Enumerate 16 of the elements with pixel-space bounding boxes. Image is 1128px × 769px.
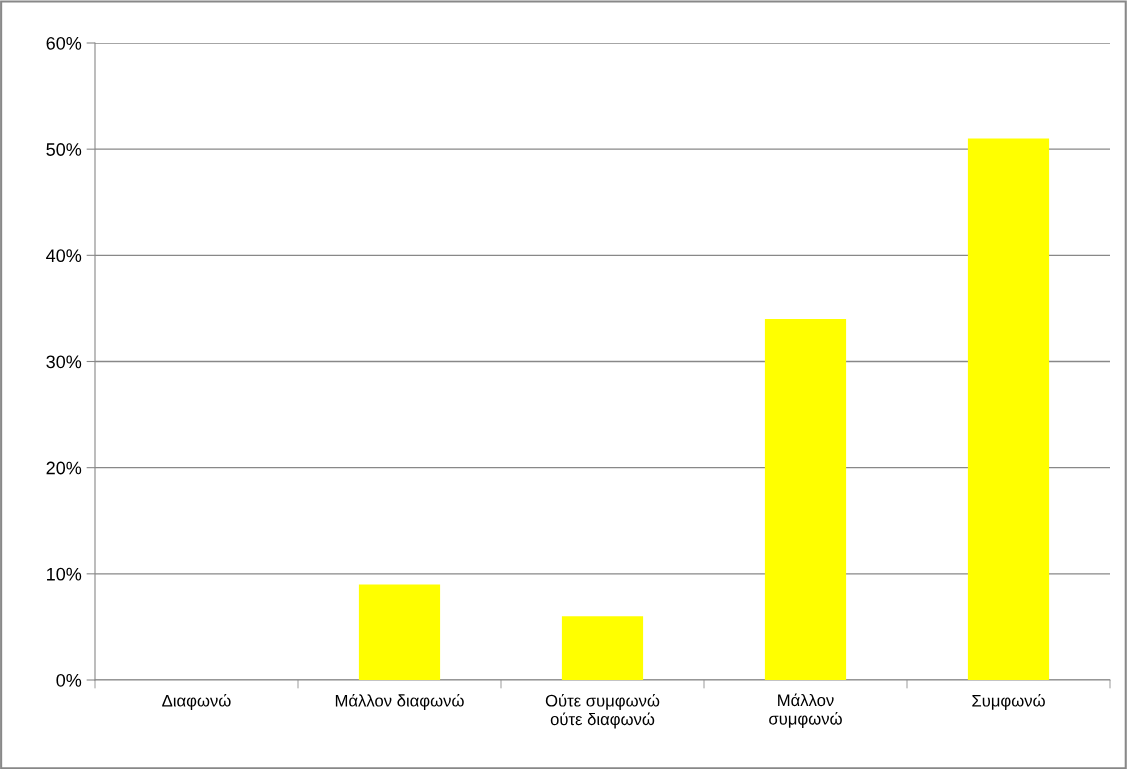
y-tick-label: 20% bbox=[46, 461, 82, 475]
y-tick-label: 50% bbox=[46, 143, 82, 156]
bar bbox=[358, 584, 441, 680]
y-tick-label: 10% bbox=[47, 567, 82, 581]
y-tick-label: 60% bbox=[46, 36, 82, 50]
x-tick-label: Ούτε συμφωνώ ούτε διαφωνώ bbox=[545, 693, 660, 729]
x-tick-label: Μάλλον διαφωνώ bbox=[335, 693, 464, 710]
y-tick-label: 40% bbox=[46, 249, 82, 263]
bar bbox=[764, 319, 847, 680]
x-tick-label: Συμφωνώ bbox=[972, 693, 1045, 710]
x-tick-label: Διαφωνώ bbox=[162, 693, 231, 710]
bar bbox=[967, 138, 1050, 680]
x-tick-label: Μάλλον συμφωνώ bbox=[769, 693, 842, 728]
bar bbox=[561, 616, 644, 680]
y-tick-label: 0% bbox=[56, 673, 82, 687]
y-tick-label: 30% bbox=[46, 355, 82, 369]
